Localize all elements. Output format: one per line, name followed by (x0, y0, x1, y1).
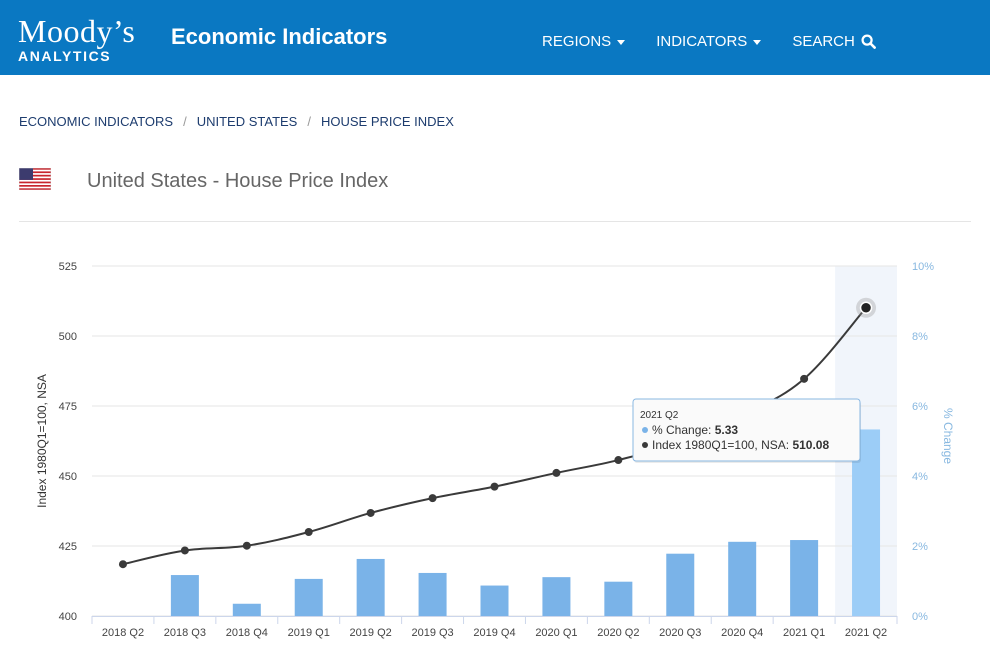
nav-regions-label: REGIONS (542, 33, 612, 50)
index-point (800, 374, 809, 383)
page-title: United States - House Price Index (87, 170, 389, 192)
tooltip-bar-marker (642, 427, 648, 433)
breadcrumb-united-states[interactable]: UNITED STATES (196, 114, 298, 129)
tooltip-pct-value: 5.33 (715, 423, 739, 437)
logo-main-text: Moody’s (18, 13, 136, 49)
breadcrumb-economic-indicators[interactable]: ECONOMIC INDICATORS (19, 114, 174, 129)
y-left-tick-label: 400 (59, 611, 77, 623)
app-title[interactable]: Economic Indicators (171, 24, 388, 49)
index-point (366, 508, 375, 517)
y-right-tick-label: 0% (912, 611, 928, 623)
pct-change-bar (790, 540, 819, 616)
x-tick-label: 2020 Q2 (597, 627, 639, 639)
x-tick-label: 2020 Q3 (659, 627, 701, 639)
pct-change-bar (170, 575, 199, 616)
x-tick-label: 2020 Q1 (535, 627, 577, 639)
caret-down-icon (617, 40, 626, 45)
tooltip-box (632, 398, 861, 462)
y-right-tick-label: 2% (912, 541, 928, 553)
title-divider (19, 221, 971, 222)
x-tick-label: 2019 Q2 (350, 627, 392, 639)
tooltip-title: 2021 Q2 (640, 410, 679, 421)
y-left-tick-label: 500 (59, 331, 77, 343)
tooltip-index-label: Index 1980Q1=100, NSA: (652, 438, 792, 452)
y-right-tick-label: 6% (912, 401, 928, 413)
main-nav: REGIONS INDICATORS SEARCH (542, 33, 876, 50)
pct-change-bar (604, 581, 633, 616)
pct-change-bar (294, 578, 323, 616)
caret-down-icon (753, 40, 762, 45)
x-tick-label: 2020 Q4 (721, 627, 763, 639)
breadcrumb-house-price-index[interactable]: HOUSE PRICE INDEX (320, 114, 454, 129)
pct-change-bar (542, 577, 571, 616)
y-left-tick-label: 475 (59, 401, 77, 413)
index-point (304, 528, 313, 536)
tooltip-pct-row: % Change: 5.33 (652, 423, 738, 437)
y-right-tick-label: 8% (912, 331, 928, 343)
y-left-tick-label: 450 (59, 471, 77, 483)
y-right-axis-title: % Change (941, 408, 955, 464)
breadcrumb-separator: / (307, 114, 311, 129)
nav-search-label: SEARCH (792, 33, 855, 50)
nav-indicators[interactable]: INDICATORS (656, 33, 762, 50)
pct-change-bar (356, 558, 385, 616)
tooltip-index-value: 510.08 (792, 438, 829, 452)
tooltip-line-marker (642, 442, 648, 448)
pct-change-bar (728, 541, 757, 616)
y-right-tick-label: 4% (912, 471, 928, 483)
x-tick-label: 2018 Q4 (226, 627, 268, 639)
breadcrumb-separator: / (183, 114, 187, 129)
index-point (180, 546, 189, 555)
logo-sub-text: ANALYTICS (18, 48, 112, 64)
x-tick-label: 2019 Q1 (288, 627, 330, 639)
x-tick-label: 2019 Q4 (473, 627, 515, 639)
us-flag-icon (19, 168, 51, 190)
pct-change-bar (418, 572, 447, 616)
y-right-tick-label: 10% (912, 261, 934, 273)
nav-search[interactable]: SEARCH (792, 33, 876, 50)
index-point (490, 482, 499, 491)
nav-indicators-label: INDICATORS (656, 33, 748, 50)
search-icon (861, 34, 876, 49)
y-left-tick-label: 425 (59, 541, 77, 553)
pct-change-bar (480, 585, 509, 616)
tooltip-pct-label: % Change: (652, 423, 715, 437)
tooltip-index-row: Index 1980Q1=100, NSA: 510.08 (652, 438, 829, 452)
y-left-tick-label: 525 (59, 261, 77, 273)
y-left-axis-title: Index 1980Q1=100, NSA (35, 374, 49, 508)
index-point-highlighted (859, 301, 873, 315)
breadcrumb: ECONOMIC INDICATORS / UNITED STATES / HO… (19, 114, 454, 129)
x-tick-label: 2021 Q1 (783, 627, 825, 639)
index-point (428, 494, 437, 503)
pct-change-bar (666, 553, 695, 616)
moodys-logo[interactable]: Moody’s ANALYTICS (18, 14, 135, 64)
house-price-chart: 400 425 450 475 500 525 0% 2% 4% 6% 8% 10% Index 198… (35, 261, 955, 639)
x-tick-label: 2019 Q3 (411, 627, 453, 639)
index-point (614, 456, 623, 465)
index-point (242, 541, 251, 550)
nav-regions[interactable]: REGIONS (542, 33, 626, 50)
x-tick-label: 2018 Q2 (102, 627, 144, 639)
index-point (552, 468, 561, 477)
index-point (118, 560, 127, 569)
x-tick-label: 2018 Q3 (164, 627, 206, 639)
pct-change-bar (232, 603, 261, 616)
x-tick-label: 2021 Q2 (845, 627, 887, 639)
top-header: Moody’s ANALYTICS Economic Indicators RE… (0, 0, 990, 75)
